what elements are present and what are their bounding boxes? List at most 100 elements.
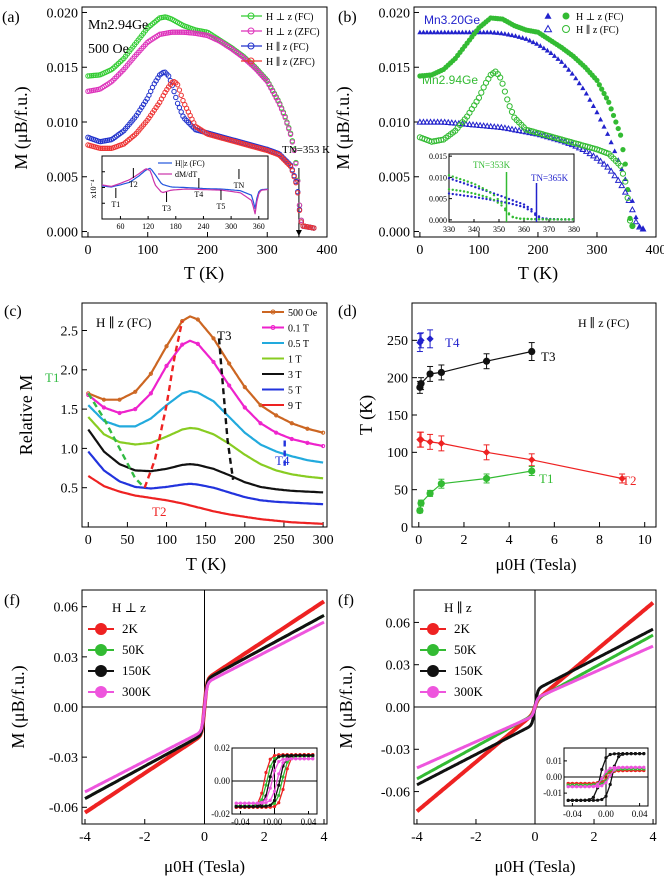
loop-point (638, 765, 642, 769)
loop-point (238, 801, 243, 805)
loop-point (260, 804, 264, 809)
panel-c-xtick-label: 300 (313, 533, 334, 548)
data-point (562, 63, 568, 68)
inset-point (462, 179, 466, 182)
data-point (599, 86, 605, 92)
inset-point (492, 192, 496, 195)
curve-marker (320, 443, 326, 449)
loop-point (311, 757, 315, 761)
legend-marker (270, 309, 276, 315)
data-point (426, 489, 434, 497)
data-point (174, 100, 181, 107)
data-point (611, 172, 619, 179)
inset-point (447, 192, 451, 195)
data-point (617, 132, 624, 138)
data-point (417, 336, 425, 344)
mh-curve (84, 620, 325, 794)
loop-point (642, 765, 646, 769)
loop-point (277, 760, 281, 764)
t3-label: T3 (541, 349, 555, 364)
loop-point (272, 756, 277, 761)
panel-c-ytick-label: 1.0 (61, 442, 79, 457)
legend-label: 150K (454, 663, 484, 678)
data-point (298, 217, 305, 223)
data-point (615, 125, 621, 132)
data-point (580, 85, 586, 91)
data-point (604, 163, 612, 170)
data-point (452, 29, 458, 35)
data-point (576, 80, 582, 86)
data-point (171, 29, 177, 35)
panel-f-xlabel: μ0H (Tesla) (494, 857, 575, 876)
data-point (502, 31, 508, 36)
t4-label: T4 (275, 453, 290, 468)
field-orientation: H ∥ z (FC) (578, 316, 629, 330)
inset-point (485, 195, 488, 199)
panel-f-ylabel: M (μB/f.u.) (336, 665, 357, 748)
inset-ytick-label: -0.02 (211, 809, 230, 819)
data-point (417, 380, 425, 388)
curve-marker (164, 363, 169, 368)
data-point (475, 94, 483, 102)
inset-point (451, 178, 454, 181)
loop-point (268, 798, 272, 802)
loop-point (617, 755, 621, 759)
panel-d-ytick-label: 100 (387, 446, 408, 461)
loop-point (260, 791, 264, 795)
inset-point (492, 194, 496, 197)
data-point (501, 88, 508, 95)
loop-point (264, 770, 268, 775)
inset-point (477, 185, 481, 188)
loop-point (272, 753, 277, 758)
curve-marker (242, 405, 247, 410)
panel-c-series (87, 474, 324, 525)
data-point (191, 30, 197, 36)
panel-b: 0 100 200 300 400 0.000 0.005 0.010 0.015 0.020 (b… (333, 6, 664, 284)
panel-d-xtick-label: 0 (415, 533, 422, 548)
data-point (497, 74, 504, 81)
panel-d-series (416, 342, 536, 394)
data-point (291, 174, 297, 180)
inset-point (455, 193, 458, 196)
inset-point (500, 194, 503, 198)
panel-e-inset: -0.04 0.00 0.04 -0.02 0.00 0.02 (211, 743, 318, 827)
inset-xtick-label: -0.04 (231, 817, 250, 827)
panel-f-ytick-label: -0.03 (381, 743, 410, 758)
loop-point (570, 798, 575, 802)
panel-b-label: (b) (338, 9, 357, 26)
data-point (448, 119, 456, 126)
panel-c-ytick-label: 2.0 (61, 364, 79, 379)
data-point (466, 120, 473, 127)
data-point (180, 29, 186, 35)
data-point (437, 439, 445, 447)
panel-b-xtick-label: 200 (527, 243, 548, 258)
loop-point (591, 784, 596, 788)
inset-point (530, 217, 533, 221)
panel-c-xlabel: T (K) (186, 554, 226, 575)
legend-marker (95, 686, 107, 698)
fit-line (419, 470, 532, 511)
loop-point (247, 801, 251, 805)
panel-b-xtick-label: 400 (646, 243, 664, 258)
data-point (543, 133, 551, 140)
loop-point (264, 801, 268, 805)
curve-marker (305, 426, 310, 431)
loop-point (612, 765, 617, 770)
data-point (527, 37, 533, 43)
data-point (528, 467, 536, 475)
loop-point (255, 801, 260, 805)
loop-point (600, 784, 604, 788)
loop-point (277, 772, 281, 776)
data-point (90, 72, 97, 79)
inset-point (507, 213, 511, 216)
loop-point (311, 753, 315, 758)
data-point (171, 88, 177, 95)
curve-marker (211, 359, 216, 365)
data-point (582, 147, 590, 154)
legend-label: H ⊥ z (FC) (266, 12, 313, 23)
data-point (187, 30, 193, 36)
data-point (437, 118, 445, 125)
panel-a-xtick-label: 0 (84, 243, 91, 258)
data-point (579, 145, 587, 152)
data-point (178, 29, 184, 35)
